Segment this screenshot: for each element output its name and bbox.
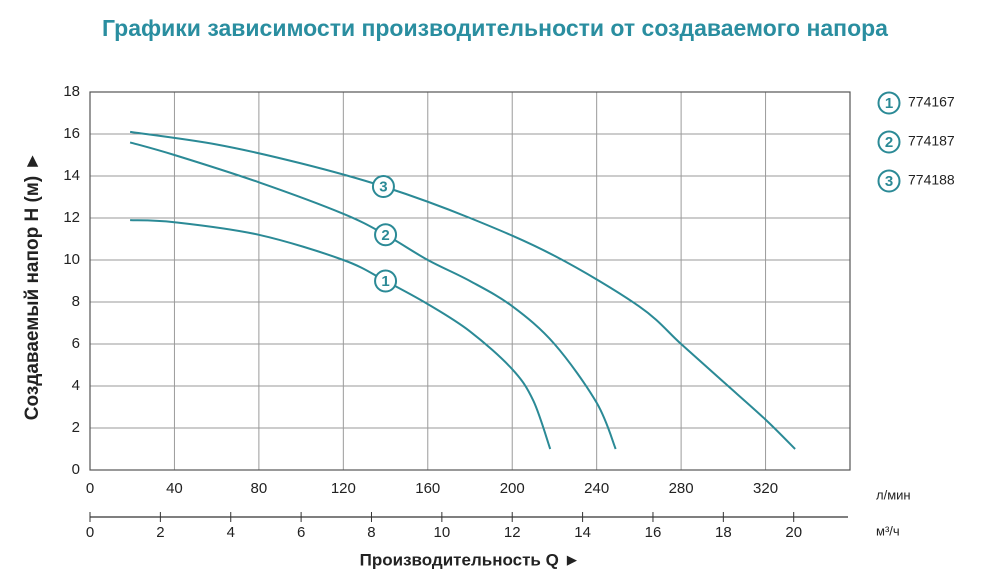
y-tick-label: 10 xyxy=(63,251,80,268)
y-tick-label: 14 xyxy=(63,167,80,184)
x-tick-label: 320 xyxy=(753,480,778,497)
x2-tick-label: 20 xyxy=(785,524,802,541)
curve-badge-label: 3 xyxy=(379,178,387,195)
x2-tick-label: 16 xyxy=(645,524,662,541)
y-tick-label: 8 xyxy=(72,293,80,310)
x-unit: л/мин xyxy=(876,487,911,502)
curve-badge xyxy=(374,269,398,293)
curve-badge xyxy=(877,130,901,154)
x2-tick-label: 18 xyxy=(715,524,732,541)
legend-label: 774188 xyxy=(908,172,955,188)
x2-tick-label: 2 xyxy=(156,524,164,541)
y-tick-label: 0 xyxy=(72,461,80,478)
x-axis-title: Производительность Q ► xyxy=(360,550,581,569)
y-tick-label: 12 xyxy=(63,209,80,226)
x2-tick-label: 12 xyxy=(504,524,521,541)
x2-unit: м³/ч xyxy=(876,523,900,538)
x-tick-label: 40 xyxy=(166,480,183,497)
curve-badge xyxy=(374,223,398,247)
x-tick-label: 160 xyxy=(415,480,440,497)
y-axis-title: Создаваемый напор H (м) ► xyxy=(22,152,43,421)
x2-tick-label: 0 xyxy=(86,524,94,541)
x2-tick-label: 8 xyxy=(367,524,375,541)
curve-badge xyxy=(877,169,901,193)
x-tick-label: 240 xyxy=(584,480,609,497)
plot-frame xyxy=(89,91,851,471)
y-tick-label: 16 xyxy=(63,125,80,142)
curve xyxy=(129,141,617,450)
y-tick-label: 4 xyxy=(72,377,80,394)
x-tick-label: 0 xyxy=(86,480,94,497)
curve-badge xyxy=(877,91,901,115)
legend-label: 774187 xyxy=(908,133,955,149)
x-tick-label: 200 xyxy=(500,480,525,497)
curve xyxy=(129,130,796,450)
chart-title: Графики зависимости производительности о… xyxy=(102,15,888,41)
legend-label: 774167 xyxy=(908,94,955,110)
y-tick-label: 6 xyxy=(72,335,80,352)
curve-badge-label: 1 xyxy=(381,273,389,290)
curve-badge-label: 1 xyxy=(885,95,893,112)
x-tick-label: 80 xyxy=(251,480,268,497)
x-tick-label: 120 xyxy=(331,480,356,497)
curve-badge-label: 2 xyxy=(381,227,389,244)
curve-badge xyxy=(371,175,395,198)
curve xyxy=(130,219,552,450)
x2-tick-label: 6 xyxy=(297,524,305,541)
x2-tick-label: 4 xyxy=(227,524,235,541)
x2-tick-label: 14 xyxy=(574,524,591,541)
y-tick-label: 18 xyxy=(63,83,80,100)
curve-badge-label: 3 xyxy=(885,173,893,190)
curve-badge-label: 2 xyxy=(885,134,893,151)
x-tick-label: 280 xyxy=(669,480,694,497)
x2-tick-label: 10 xyxy=(434,524,451,541)
y-tick-label: 2 xyxy=(72,419,80,436)
